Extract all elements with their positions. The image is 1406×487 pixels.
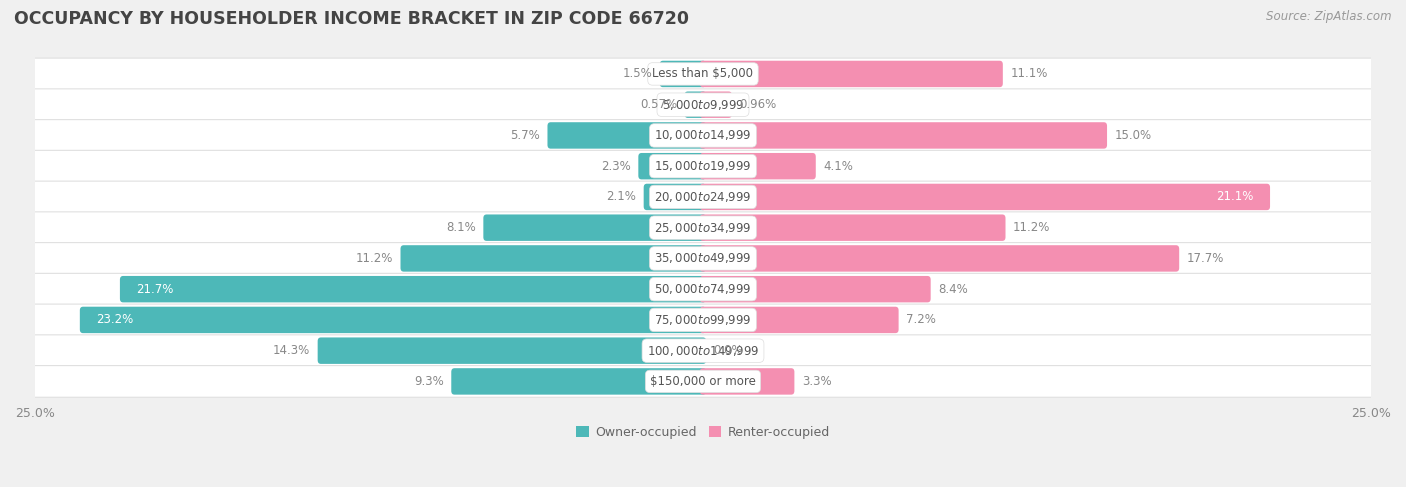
Text: $25,000 to $34,999: $25,000 to $34,999 bbox=[654, 221, 752, 235]
FancyBboxPatch shape bbox=[80, 307, 706, 333]
Text: 1.5%: 1.5% bbox=[623, 67, 652, 80]
Text: Less than $5,000: Less than $5,000 bbox=[652, 67, 754, 80]
FancyBboxPatch shape bbox=[700, 307, 898, 333]
FancyBboxPatch shape bbox=[30, 89, 1376, 120]
FancyBboxPatch shape bbox=[30, 335, 1376, 367]
Text: 21.7%: 21.7% bbox=[136, 282, 174, 296]
FancyBboxPatch shape bbox=[700, 276, 931, 302]
Text: $15,000 to $19,999: $15,000 to $19,999 bbox=[654, 159, 752, 173]
FancyBboxPatch shape bbox=[401, 245, 706, 272]
FancyBboxPatch shape bbox=[30, 366, 1376, 397]
Text: $150,000 or more: $150,000 or more bbox=[650, 375, 756, 388]
FancyBboxPatch shape bbox=[30, 304, 1376, 336]
FancyBboxPatch shape bbox=[120, 276, 706, 302]
FancyBboxPatch shape bbox=[547, 122, 706, 149]
Text: 2.1%: 2.1% bbox=[606, 190, 636, 204]
Text: 17.7%: 17.7% bbox=[1187, 252, 1225, 265]
Text: 9.3%: 9.3% bbox=[413, 375, 444, 388]
Text: 0.0%: 0.0% bbox=[714, 344, 744, 357]
FancyBboxPatch shape bbox=[700, 184, 1270, 210]
FancyBboxPatch shape bbox=[685, 92, 706, 118]
Text: $20,000 to $24,999: $20,000 to $24,999 bbox=[654, 190, 752, 204]
FancyBboxPatch shape bbox=[30, 181, 1376, 213]
FancyBboxPatch shape bbox=[644, 184, 706, 210]
Text: 5.7%: 5.7% bbox=[510, 129, 540, 142]
Text: 11.1%: 11.1% bbox=[1011, 67, 1047, 80]
FancyBboxPatch shape bbox=[30, 273, 1376, 305]
FancyBboxPatch shape bbox=[451, 368, 706, 394]
FancyBboxPatch shape bbox=[700, 153, 815, 179]
FancyBboxPatch shape bbox=[30, 150, 1376, 182]
FancyBboxPatch shape bbox=[30, 243, 1376, 274]
Text: $75,000 to $99,999: $75,000 to $99,999 bbox=[654, 313, 752, 327]
Text: 15.0%: 15.0% bbox=[1115, 129, 1152, 142]
Text: 4.1%: 4.1% bbox=[824, 160, 853, 173]
FancyBboxPatch shape bbox=[700, 245, 1180, 272]
Text: $50,000 to $74,999: $50,000 to $74,999 bbox=[654, 282, 752, 296]
Text: 11.2%: 11.2% bbox=[356, 252, 394, 265]
Text: 14.3%: 14.3% bbox=[273, 344, 311, 357]
Text: OCCUPANCY BY HOUSEHOLDER INCOME BRACKET IN ZIP CODE 66720: OCCUPANCY BY HOUSEHOLDER INCOME BRACKET … bbox=[14, 10, 689, 28]
Text: 0.57%: 0.57% bbox=[640, 98, 678, 111]
Text: 2.3%: 2.3% bbox=[602, 160, 631, 173]
Text: $35,000 to $49,999: $35,000 to $49,999 bbox=[654, 251, 752, 265]
Text: 21.1%: 21.1% bbox=[1216, 190, 1254, 204]
Text: 23.2%: 23.2% bbox=[97, 314, 134, 326]
FancyBboxPatch shape bbox=[30, 120, 1376, 151]
FancyBboxPatch shape bbox=[700, 61, 1002, 87]
Text: 8.1%: 8.1% bbox=[446, 221, 475, 234]
Text: 3.3%: 3.3% bbox=[801, 375, 831, 388]
FancyBboxPatch shape bbox=[659, 61, 706, 87]
FancyBboxPatch shape bbox=[318, 337, 706, 364]
Text: 11.2%: 11.2% bbox=[1012, 221, 1050, 234]
Text: 7.2%: 7.2% bbox=[905, 314, 936, 326]
Text: $10,000 to $14,999: $10,000 to $14,999 bbox=[654, 129, 752, 142]
Text: 8.4%: 8.4% bbox=[938, 282, 967, 296]
FancyBboxPatch shape bbox=[700, 214, 1005, 241]
FancyBboxPatch shape bbox=[30, 58, 1376, 90]
FancyBboxPatch shape bbox=[484, 214, 706, 241]
FancyBboxPatch shape bbox=[700, 368, 794, 394]
FancyBboxPatch shape bbox=[638, 153, 706, 179]
FancyBboxPatch shape bbox=[30, 212, 1376, 244]
Legend: Owner-occupied, Renter-occupied: Owner-occupied, Renter-occupied bbox=[571, 421, 835, 444]
FancyBboxPatch shape bbox=[700, 92, 733, 118]
FancyBboxPatch shape bbox=[700, 122, 1107, 149]
Text: $100,000 to $149,999: $100,000 to $149,999 bbox=[647, 344, 759, 357]
Text: Source: ZipAtlas.com: Source: ZipAtlas.com bbox=[1267, 10, 1392, 23]
Text: 0.96%: 0.96% bbox=[740, 98, 776, 111]
Text: $5,000 to $9,999: $5,000 to $9,999 bbox=[662, 98, 744, 112]
